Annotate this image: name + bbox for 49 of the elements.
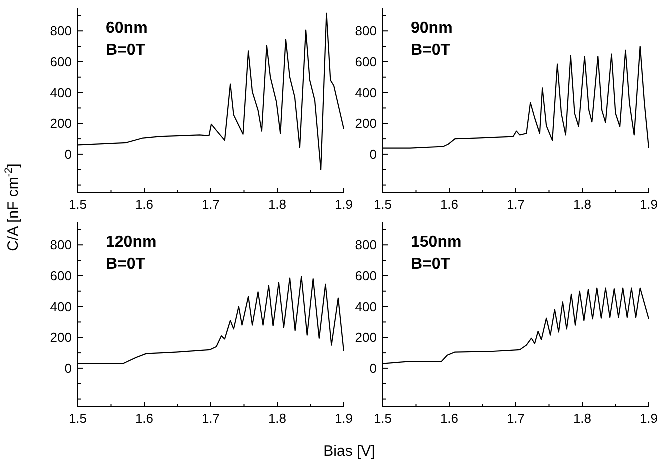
x-tick-label: 1.9 [334, 197, 354, 212]
text: B=0T [411, 42, 451, 59]
y-tick-label: 0 [64, 146, 72, 162]
x-tick-label: 1.9 [640, 411, 658, 426]
y-tick-label: 800 [355, 238, 377, 253]
x-tick-label: 1.5 [374, 411, 392, 426]
y-tick-label: 400 [355, 299, 377, 314]
x-tick-label: 1.7 [506, 197, 526, 212]
x-tick-label: 1.9 [640, 197, 658, 212]
x-tick-label: 1.7 [506, 411, 526, 426]
x-tick-label: 1.8 [573, 411, 592, 426]
x-tick-label: 1.6 [440, 411, 459, 426]
x-tick-label: 1.6 [135, 197, 154, 212]
text: B=0T [411, 256, 451, 273]
y-tick-label: 800 [355, 24, 377, 39]
y-tick-label: 600 [50, 54, 72, 70]
x-tick-label: 1.8 [268, 197, 287, 212]
y-tick-label: 600 [355, 54, 377, 70]
y-tick-label: 0 [64, 360, 72, 376]
x-tick-label: 1.7 [202, 197, 220, 212]
y-tick-label: 400 [50, 85, 72, 100]
y-tick-label: 600 [355, 268, 377, 284]
x-tick-label: 1.8 [573, 197, 592, 212]
x-tick-label: 1.9 [334, 411, 354, 426]
y-tick-label: 0 [370, 360, 377, 376]
text: B=0T [106, 42, 146, 59]
y-tick-label: 200 [355, 330, 377, 346]
text: 150nm [411, 234, 462, 251]
y-tick-label: 400 [355, 85, 377, 100]
y-tick-label: 800 [50, 24, 72, 39]
y-tick-label: 200 [50, 116, 72, 132]
y-tick-label: 200 [50, 330, 72, 346]
y-tick-label: 800 [50, 238, 72, 253]
y-tick-label: 400 [50, 299, 72, 314]
y-tick-label: 600 [50, 268, 72, 284]
text: 60nm [106, 20, 148, 37]
x-tick-label: 1.5 [68, 411, 88, 426]
x-tick-label: 1.5 [374, 197, 392, 212]
x-axis-title: Bias [V] [324, 443, 376, 460]
text: 120nm [106, 234, 157, 251]
x-tick-label: 1.5 [68, 197, 88, 212]
x-tick-label: 1.7 [202, 411, 220, 426]
y-tick-label: 200 [355, 116, 377, 132]
text: B=0T [106, 256, 146, 273]
x-tick-label: 1.8 [268, 411, 287, 426]
y-tick-label: 0 [370, 146, 377, 162]
text: 90nm [411, 20, 453, 37]
x-tick-label: 1.6 [135, 411, 154, 426]
x-tick-label: 1.6 [440, 197, 459, 212]
